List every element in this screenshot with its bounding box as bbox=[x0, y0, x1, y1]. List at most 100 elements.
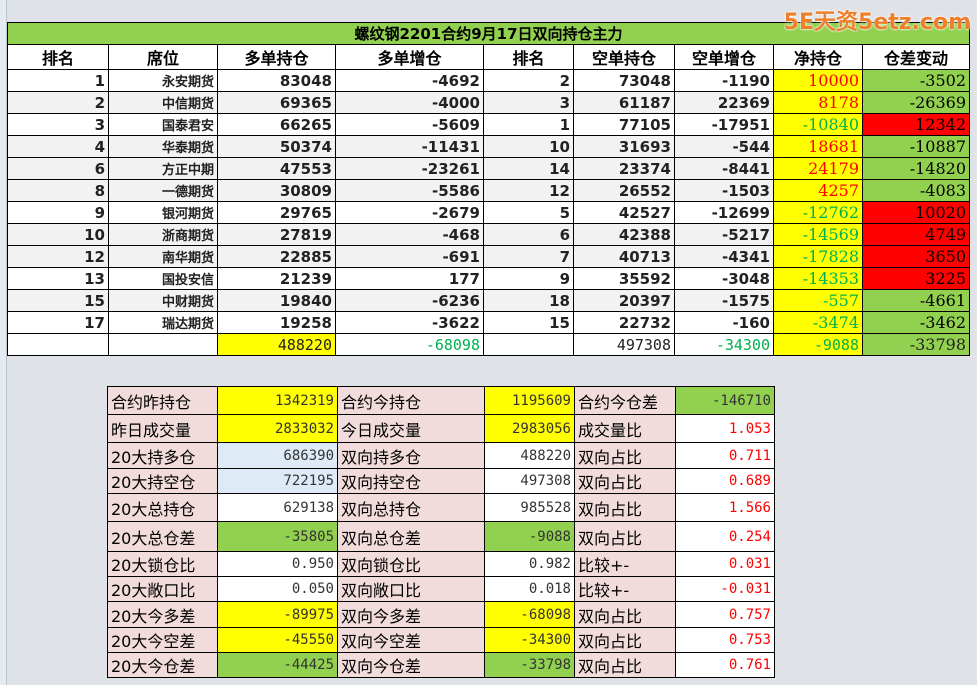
column-header[interactable]: 空单增仓 bbox=[674, 44, 774, 70]
cell-net-position[interactable]: 10000 bbox=[773, 69, 863, 92]
cell-net-position[interactable]: 4257 bbox=[773, 179, 863, 202]
summary-value[interactable]: 1.566 bbox=[675, 493, 775, 522]
cell-long-change[interactable]: 177 bbox=[335, 267, 484, 290]
summary-value[interactable]: 1.053 bbox=[675, 414, 775, 443]
cell-rank-long[interactable]: 8 bbox=[7, 179, 109, 202]
summary-label[interactable]: 今日成交量 bbox=[337, 414, 485, 443]
total-rank-short[interactable] bbox=[483, 333, 574, 356]
summary-label[interactable]: 双向占比 bbox=[574, 652, 676, 678]
cell-seat[interactable]: 中信期货 bbox=[108, 91, 218, 114]
summary-label[interactable]: 双向占比 bbox=[574, 468, 676, 494]
cell-net-position[interactable]: 18681 bbox=[773, 135, 863, 158]
summary-label[interactable]: 双向今仓差 bbox=[337, 652, 485, 678]
cell-net-position[interactable]: -557 bbox=[773, 289, 863, 312]
cell-seat[interactable]: 瑞达期货 bbox=[108, 311, 218, 334]
summary-value[interactable]: 0.950 bbox=[217, 551, 338, 577]
summary-label[interactable]: 双向总仓差 bbox=[337, 521, 485, 552]
summary-value[interactable]: 0.711 bbox=[675, 442, 775, 469]
cell-long-change[interactable]: -23261 bbox=[335, 157, 484, 180]
cell-net-position[interactable]: -14569 bbox=[773, 223, 863, 246]
summary-value[interactable]: -33798 bbox=[484, 652, 575, 678]
cell-long-position[interactable]: 29765 bbox=[217, 201, 336, 224]
total-net-position[interactable]: -9088 bbox=[773, 333, 863, 356]
summary-value[interactable]: 686390 bbox=[217, 442, 338, 469]
cell-oi-change[interactable]: -4661 bbox=[862, 289, 970, 312]
cell-long-position[interactable]: 83048 bbox=[217, 69, 336, 92]
cell-net-position[interactable]: -10840 bbox=[773, 113, 863, 136]
cell-long-change[interactable]: -4692 bbox=[335, 69, 484, 92]
table-title[interactable]: 螺纹钢2201合约9月17日双向持仓主力 bbox=[7, 22, 970, 45]
summary-value[interactable]: -34300 bbox=[484, 627, 575, 653]
summary-value[interactable]: 0.689 bbox=[675, 468, 775, 494]
cell-short-position[interactable]: 23374 bbox=[573, 157, 675, 180]
cell-long-change[interactable]: -468 bbox=[335, 223, 484, 246]
cell-short-position[interactable]: 40713 bbox=[573, 245, 675, 268]
summary-label[interactable]: 双向持多仓 bbox=[337, 442, 485, 469]
summary-label[interactable]: 双向占比 bbox=[574, 521, 676, 552]
cell-rank-long[interactable]: 6 bbox=[7, 157, 109, 180]
summary-label[interactable]: 双向占比 bbox=[574, 627, 676, 653]
summary-label[interactable]: 20大敞口比 bbox=[107, 576, 218, 602]
summary-value[interactable]: 0.757 bbox=[675, 601, 775, 628]
total-short-change[interactable]: -34300 bbox=[674, 333, 774, 356]
column-header[interactable]: 空单持仓 bbox=[573, 44, 675, 70]
cell-short-change[interactable]: -3048 bbox=[674, 267, 774, 290]
summary-label[interactable]: 比较+- bbox=[574, 576, 676, 602]
column-header[interactable]: 多单持仓 bbox=[217, 44, 336, 70]
cell-net-position[interactable]: -14353 bbox=[773, 267, 863, 290]
cell-long-position[interactable]: 22885 bbox=[217, 245, 336, 268]
cell-long-position[interactable]: 27819 bbox=[217, 223, 336, 246]
cell-rank-short[interactable]: 18 bbox=[483, 289, 574, 312]
summary-value[interactable]: 488220 bbox=[484, 442, 575, 469]
summary-label[interactable]: 双向占比 bbox=[574, 442, 676, 469]
summary-value[interactable]: -44425 bbox=[217, 652, 338, 678]
summary-label[interactable]: 双向总持仓 bbox=[337, 493, 485, 522]
summary-label[interactable]: 双向锁仓比 bbox=[337, 551, 485, 577]
summary-value[interactable]: -146710 bbox=[675, 386, 775, 415]
cell-short-position[interactable]: 61187 bbox=[573, 91, 675, 114]
summary-value[interactable]: -35805 bbox=[217, 521, 338, 552]
summary-label[interactable]: 20大锁仓比 bbox=[107, 551, 218, 577]
cell-oi-change[interactable]: -26369 bbox=[862, 91, 970, 114]
summary-label[interactable]: 合约昨持仓 bbox=[107, 386, 218, 415]
cell-net-position[interactable]: -3474 bbox=[773, 311, 863, 334]
cell-short-position[interactable]: 42527 bbox=[573, 201, 675, 224]
cell-rank-short[interactable]: 14 bbox=[483, 157, 574, 180]
summary-value[interactable]: 0.753 bbox=[675, 627, 775, 653]
cell-oi-change[interactable]: 10020 bbox=[862, 201, 970, 224]
cell-short-change[interactable]: 22369 bbox=[674, 91, 774, 114]
cell-long-position[interactable]: 19840 bbox=[217, 289, 336, 312]
cell-rank-short[interactable]: 1 bbox=[483, 113, 574, 136]
summary-label[interactable]: 20大今空差 bbox=[107, 627, 218, 653]
cell-short-position[interactable]: 20397 bbox=[573, 289, 675, 312]
cell-rank-long[interactable]: 13 bbox=[7, 267, 109, 290]
cell-rank-short[interactable]: 15 bbox=[483, 311, 574, 334]
cell-oi-change[interactable]: 4749 bbox=[862, 223, 970, 246]
cell-seat[interactable]: 银河期货 bbox=[108, 201, 218, 224]
column-header[interactable]: 多单增仓 bbox=[335, 44, 484, 70]
summary-value[interactable]: -0.031 bbox=[675, 576, 775, 602]
cell-seat[interactable]: 国泰君安 bbox=[108, 113, 218, 136]
cell-short-change[interactable]: -160 bbox=[674, 311, 774, 334]
cell-rank-long[interactable]: 17 bbox=[7, 311, 109, 334]
summary-value[interactable]: 985528 bbox=[484, 493, 575, 522]
cell-rank-short[interactable]: 3 bbox=[483, 91, 574, 114]
cell-net-position[interactable]: 8178 bbox=[773, 91, 863, 114]
cell-rank-short[interactable]: 12 bbox=[483, 179, 574, 202]
cell-rank-short[interactable]: 6 bbox=[483, 223, 574, 246]
cell-long-position[interactable]: 66265 bbox=[217, 113, 336, 136]
cell-short-change[interactable]: -5217 bbox=[674, 223, 774, 246]
total-short-position[interactable]: 497308 bbox=[573, 333, 675, 356]
cell-net-position[interactable]: -17828 bbox=[773, 245, 863, 268]
cell-seat[interactable]: 华泰期货 bbox=[108, 135, 218, 158]
cell-seat[interactable]: 南华期货 bbox=[108, 245, 218, 268]
cell-long-change[interactable]: -5586 bbox=[335, 179, 484, 202]
cell-short-change[interactable]: -17951 bbox=[674, 113, 774, 136]
summary-label[interactable]: 双向占比 bbox=[574, 493, 676, 522]
cell-long-change[interactable]: -11431 bbox=[335, 135, 484, 158]
cell-short-position[interactable]: 22732 bbox=[573, 311, 675, 334]
summary-value[interactable]: 0.761 bbox=[675, 652, 775, 678]
cell-short-change[interactable]: -1190 bbox=[674, 69, 774, 92]
column-header[interactable]: 仓差变动 bbox=[862, 44, 970, 70]
summary-label[interactable]: 双向占比 bbox=[574, 601, 676, 628]
